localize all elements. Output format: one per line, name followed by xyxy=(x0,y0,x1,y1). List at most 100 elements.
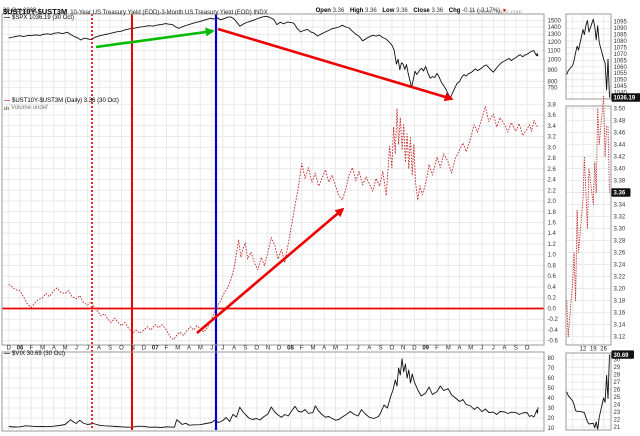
volume-bars-icon xyxy=(4,106,9,110)
svg-text:F: F xyxy=(300,346,304,352)
svg-text:F: F xyxy=(165,346,169,352)
svg-text:A: A xyxy=(367,346,371,352)
svg-text:27: 27 xyxy=(614,380,621,386)
svg-text:3.36: 3.36 xyxy=(614,191,626,197)
svg-text:N: N xyxy=(401,346,405,352)
svg-text:1200: 1200 xyxy=(548,40,562,46)
svg-text:1075: 1075 xyxy=(614,45,628,51)
svg-text:30: 30 xyxy=(548,406,555,412)
spx-mini-panel xyxy=(566,18,610,98)
svg-text:S: S xyxy=(379,346,383,352)
svg-text:J: J xyxy=(345,346,348,352)
svg-text:0.4: 0.4 xyxy=(548,285,557,291)
spread-line-swatch: — xyxy=(4,98,10,104)
svg-text:1080: 1080 xyxy=(614,39,628,45)
open-value: 3.36 xyxy=(332,8,345,14)
svg-text:1045: 1045 xyxy=(614,84,628,90)
svg-text:J: J xyxy=(357,346,360,352)
chg-label: Chg xyxy=(448,8,461,14)
svg-text:J: J xyxy=(481,346,484,352)
chg-down-icon: ▼ xyxy=(502,8,507,14)
title-group: $UST10Y-$UST3M 10-Year US Treasury Yield … xyxy=(3,1,268,19)
svg-text:24: 24 xyxy=(614,403,621,409)
svg-text:A: A xyxy=(503,346,507,352)
svg-text:1095: 1095 xyxy=(614,20,628,26)
title-row: $UST10Y-$UST3M 10-Year US Treasury Yield … xyxy=(3,1,522,19)
svg-text:M: M xyxy=(198,346,203,352)
svg-text:3.6: 3.6 xyxy=(548,113,557,119)
svg-text:1065: 1065 xyxy=(614,58,628,64)
low-value: 3.36 xyxy=(396,8,408,14)
svg-text:3.24: 3.24 xyxy=(614,263,626,269)
vix-mini-last-value-tag xyxy=(611,350,634,359)
svg-text:10: 10 xyxy=(548,426,555,432)
spread-mini-last-value-tag xyxy=(611,188,631,197)
vix-line-swatch: — xyxy=(4,351,10,357)
svg-text:26: 26 xyxy=(600,347,607,353)
svg-text:-0.4: -0.4 xyxy=(548,328,559,334)
svg-text:1.8: 1.8 xyxy=(548,210,557,216)
chart-description: 10-Year US Treasury Yield (EOD)-3-Month … xyxy=(70,10,268,16)
spx-mini-last-value-tag xyxy=(611,93,640,102)
svg-text:3.50: 3.50 xyxy=(614,106,626,112)
legend-spread-label: $UST10Y-$UST3M (Daily) 3.36 (30 Oct) xyxy=(12,98,119,104)
spx-main-panel xyxy=(8,15,539,98)
svg-text:O: O xyxy=(119,346,124,352)
svg-text:1500: 1500 xyxy=(548,18,562,24)
svg-text:1300: 1300 xyxy=(548,32,562,38)
spx-line-swatch: — xyxy=(4,15,10,21)
svg-text:3.8: 3.8 xyxy=(548,102,557,108)
annotations xyxy=(2,14,544,430)
svg-text:3.0: 3.0 xyxy=(548,145,557,151)
svg-text:29: 29 xyxy=(614,365,621,371)
open-label: Open xyxy=(315,8,331,14)
svg-text:A: A xyxy=(322,346,326,352)
svg-text:26: 26 xyxy=(614,388,621,394)
svg-text:3.42: 3.42 xyxy=(614,154,626,160)
vix-mini-panel xyxy=(566,354,610,430)
svg-text:M: M xyxy=(333,346,338,352)
gridlines xyxy=(2,14,611,431)
svg-text:60: 60 xyxy=(548,376,555,382)
svg-text:23: 23 xyxy=(614,410,621,416)
svg-text:D: D xyxy=(142,346,147,352)
svg-text:S: S xyxy=(108,346,112,352)
svg-text:3.26: 3.26 xyxy=(614,251,626,257)
ohlc-bar: Open 3.36 High 3.36 Low 3.36 Close 3.36 … xyxy=(312,8,507,14)
svg-text:0.6: 0.6 xyxy=(548,274,557,280)
svg-text:1100: 1100 xyxy=(548,48,562,54)
svg-text:M: M xyxy=(40,346,45,352)
legend-vix-label: $VIX 30.69 (30 Oct) xyxy=(12,351,66,357)
svg-text:S: S xyxy=(243,346,247,352)
legend-volume-label: Volume undef xyxy=(11,105,48,111)
svg-text:1000: 1000 xyxy=(548,58,562,64)
quote-row: 30-Oct-2009 Open 3.36 High 3.36 Low 3.36… xyxy=(3,8,507,14)
legend-volume: Volume undef xyxy=(4,105,48,112)
green-up-arrow xyxy=(95,27,215,49)
svg-text:0.8: 0.8 xyxy=(548,263,557,269)
svg-text:25: 25 xyxy=(614,395,621,401)
svg-text:0.2: 0.2 xyxy=(548,296,557,302)
svg-text:3.30: 3.30 xyxy=(614,227,626,233)
svg-text:M: M xyxy=(311,346,316,352)
spread-mini-panel xyxy=(566,95,610,338)
red-down-arrow xyxy=(217,27,454,102)
svg-text:A: A xyxy=(232,346,236,352)
legend-vix: — $VIX 30.69 (30 Oct) xyxy=(4,351,65,358)
svg-text:3.32: 3.32 xyxy=(614,214,626,220)
svg-text:O: O xyxy=(390,346,395,352)
svg-text:08: 08 xyxy=(287,346,294,352)
svg-text:A: A xyxy=(457,346,461,352)
svg-text:70: 70 xyxy=(548,366,555,372)
svg-text:2.2: 2.2 xyxy=(548,188,557,194)
svg-text:3.14: 3.14 xyxy=(614,323,626,329)
svg-text:F: F xyxy=(29,346,33,352)
svg-text:3.48: 3.48 xyxy=(614,118,626,124)
svg-text:3.2: 3.2 xyxy=(548,135,557,141)
svg-text:J: J xyxy=(492,346,495,352)
svg-text:M: M xyxy=(446,346,451,352)
svg-text:30.69: 30.69 xyxy=(614,353,630,359)
svg-text:A: A xyxy=(52,346,56,352)
